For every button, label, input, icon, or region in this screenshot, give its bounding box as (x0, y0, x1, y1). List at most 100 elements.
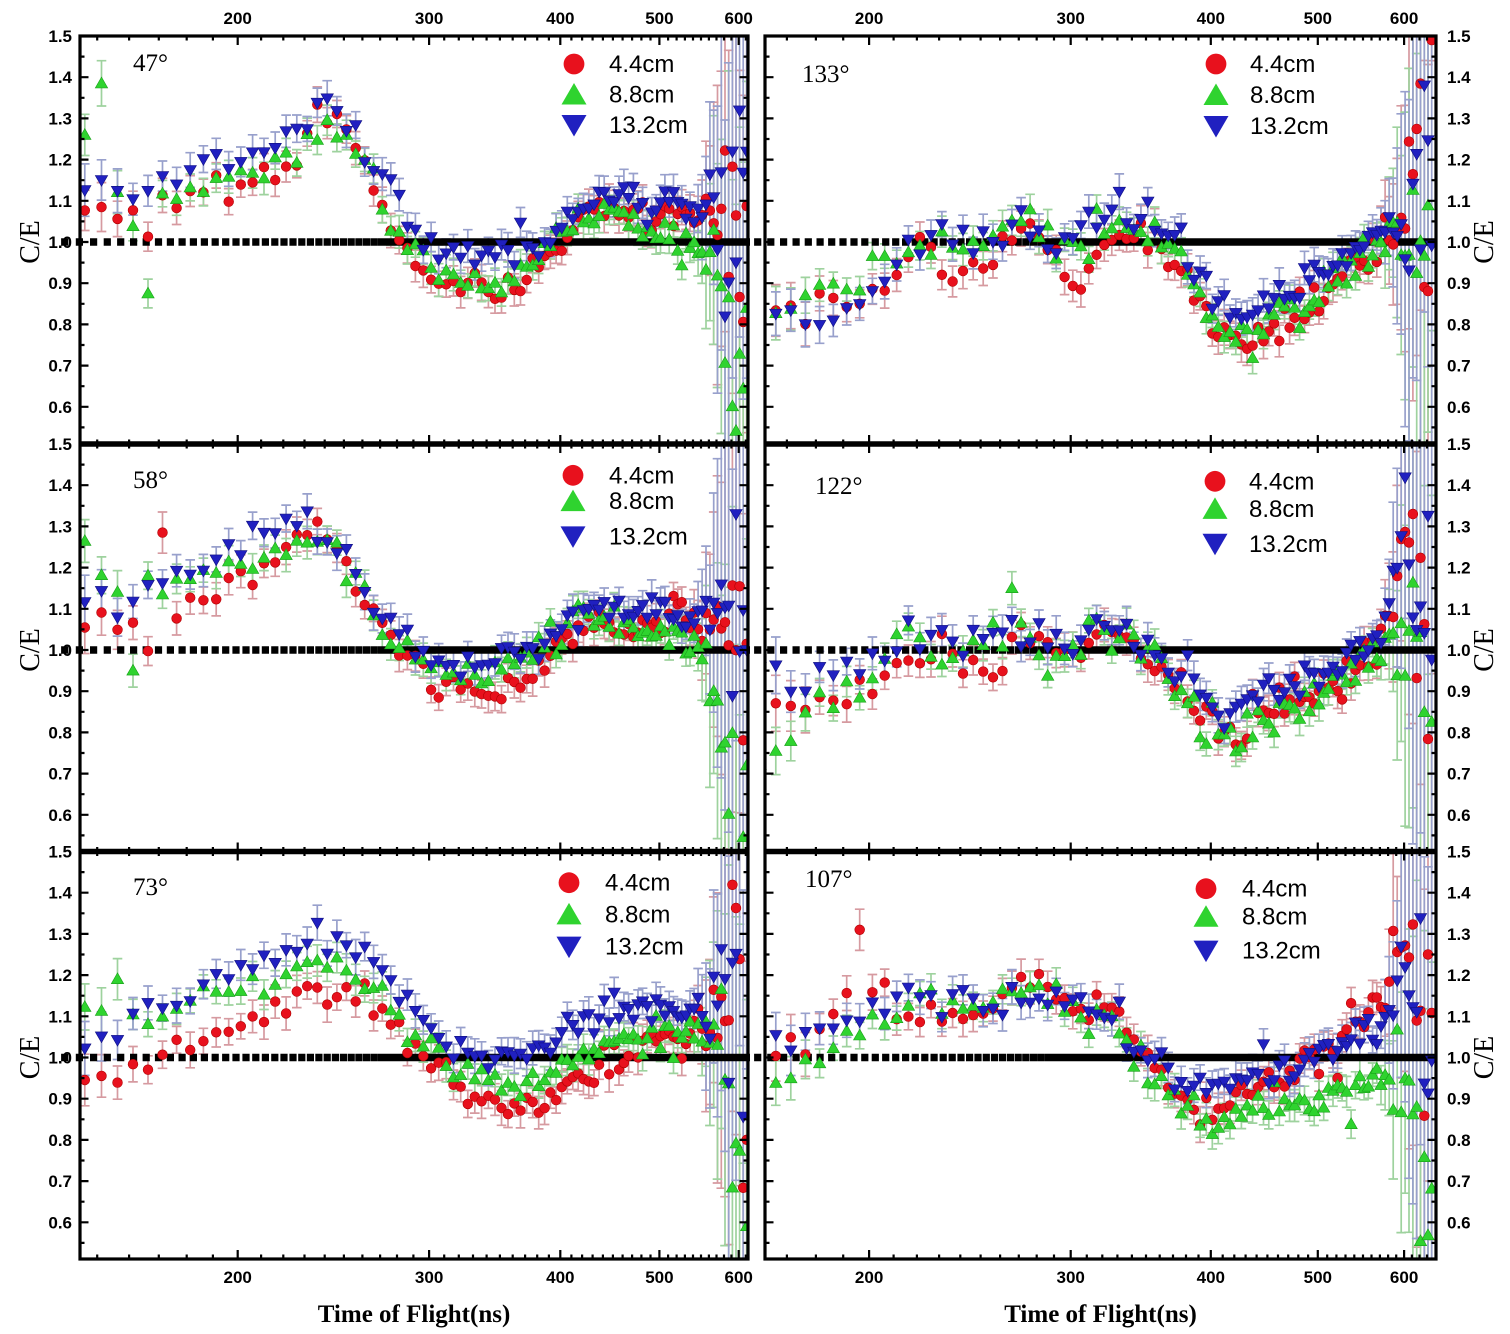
svg-text:0.7: 0.7 (48, 1172, 72, 1191)
svg-text:1.1: 1.1 (48, 192, 72, 211)
svg-text:1.2: 1.2 (1447, 151, 1471, 170)
svg-text:1.1: 1.1 (48, 600, 72, 619)
svg-text:0.7: 0.7 (1447, 765, 1471, 784)
svg-text:0.9: 0.9 (1447, 274, 1471, 293)
svg-text:4.4cm: 4.4cm (1242, 876, 1307, 903)
svg-text:1.0: 1.0 (1447, 233, 1471, 252)
svg-text:133°: 133° (802, 61, 850, 88)
svg-text:1.2: 1.2 (1447, 559, 1471, 578)
svg-text:13.2cm: 13.2cm (1242, 938, 1321, 965)
svg-text:0.9: 0.9 (48, 274, 72, 293)
svg-text:4.4cm: 4.4cm (1250, 51, 1315, 78)
svg-text:0.6: 0.6 (48, 398, 72, 417)
svg-text:13.2cm: 13.2cm (609, 523, 688, 550)
svg-text:400: 400 (1197, 1268, 1225, 1287)
svg-text:Time of Flight(ns): Time of Flight(ns) (318, 1301, 511, 1328)
svg-text:200: 200 (224, 9, 252, 28)
svg-text:1.4: 1.4 (1447, 68, 1471, 87)
svg-text:1.3: 1.3 (1447, 517, 1471, 536)
svg-text:300: 300 (1057, 1268, 1085, 1287)
svg-text:0.8: 0.8 (48, 723, 72, 742)
svg-text:0.8: 0.8 (1447, 1131, 1471, 1150)
svg-text:0.8: 0.8 (1447, 315, 1471, 334)
svg-text:Time of Flight(ns): Time of Flight(ns) (1004, 1301, 1197, 1328)
svg-text:1.0: 1.0 (48, 233, 72, 252)
svg-text:500: 500 (645, 9, 673, 28)
svg-text:13.2cm: 13.2cm (1250, 113, 1329, 140)
svg-text:1.2: 1.2 (48, 559, 72, 578)
svg-text:1.4: 1.4 (48, 476, 72, 495)
svg-text:0.9: 0.9 (1447, 1090, 1471, 1109)
svg-text:0.7: 0.7 (48, 765, 72, 784)
svg-text:8.8cm: 8.8cm (1249, 496, 1314, 523)
svg-text:C/E: C/E (1469, 220, 1500, 264)
svg-text:1.5: 1.5 (1447, 843, 1471, 862)
svg-text:13.2cm: 13.2cm (609, 112, 688, 139)
svg-text:600: 600 (725, 9, 753, 28)
svg-text:1.5: 1.5 (1447, 435, 1471, 454)
svg-text:1.3: 1.3 (48, 925, 72, 944)
svg-text:0.9: 0.9 (48, 1090, 72, 1109)
svg-text:0.6: 0.6 (1447, 806, 1471, 825)
svg-text:600: 600 (1390, 1268, 1418, 1287)
svg-text:300: 300 (1057, 9, 1085, 28)
svg-text:1.4: 1.4 (1447, 884, 1471, 903)
svg-text:73°: 73° (133, 874, 168, 901)
svg-text:400: 400 (546, 9, 574, 28)
svg-text:0.6: 0.6 (48, 1213, 72, 1232)
svg-text:1.0: 1.0 (1447, 1049, 1471, 1068)
svg-text:8.8cm: 8.8cm (609, 82, 674, 109)
svg-text:1.3: 1.3 (48, 517, 72, 536)
svg-text:600: 600 (725, 1268, 753, 1287)
svg-text:200: 200 (855, 9, 883, 28)
svg-text:13.2cm: 13.2cm (605, 934, 684, 961)
svg-text:1.5: 1.5 (48, 843, 72, 862)
svg-text:200: 200 (855, 1268, 883, 1287)
svg-text:1.1: 1.1 (1447, 192, 1471, 211)
svg-text:1.3: 1.3 (1447, 925, 1471, 944)
svg-text:1.0: 1.0 (48, 641, 72, 660)
svg-text:500: 500 (1304, 1268, 1332, 1287)
svg-text:122°: 122° (815, 473, 863, 500)
svg-text:200: 200 (224, 1268, 252, 1287)
svg-text:4.4cm: 4.4cm (1249, 468, 1314, 495)
svg-text:8.8cm: 8.8cm (609, 488, 674, 515)
svg-text:300: 300 (415, 1268, 443, 1287)
svg-text:1.4: 1.4 (1447, 476, 1471, 495)
svg-text:C/E: C/E (1469, 628, 1500, 672)
svg-text:0.7: 0.7 (1447, 357, 1471, 376)
svg-text:4.4cm: 4.4cm (609, 462, 674, 489)
svg-text:C/E: C/E (15, 220, 46, 264)
svg-text:1.4: 1.4 (48, 884, 72, 903)
svg-text:1.3: 1.3 (48, 109, 72, 128)
svg-text:0.6: 0.6 (1447, 1213, 1471, 1232)
svg-text:1.1: 1.1 (1447, 600, 1471, 619)
svg-text:47°: 47° (133, 50, 168, 77)
svg-text:1.5: 1.5 (48, 435, 72, 454)
svg-text:0.7: 0.7 (1447, 1172, 1471, 1191)
svg-text:1.1: 1.1 (48, 1007, 72, 1026)
svg-text:1.0: 1.0 (1447, 641, 1471, 660)
svg-text:0.8: 0.8 (48, 1131, 72, 1150)
svg-text:500: 500 (645, 1268, 673, 1287)
svg-text:400: 400 (1197, 9, 1225, 28)
svg-text:300: 300 (415, 9, 443, 28)
svg-text:600: 600 (1390, 9, 1418, 28)
svg-text:4.4cm: 4.4cm (609, 51, 674, 78)
svg-text:0.6: 0.6 (48, 806, 72, 825)
svg-text:0.7: 0.7 (48, 357, 72, 376)
svg-text:1.2: 1.2 (1447, 966, 1471, 985)
svg-text:13.2cm: 13.2cm (1249, 531, 1328, 558)
svg-text:0.9: 0.9 (48, 682, 72, 701)
svg-text:58°: 58° (133, 467, 168, 494)
svg-text:C/E: C/E (15, 628, 46, 672)
svg-text:0.9: 0.9 (1447, 682, 1471, 701)
svg-text:1.5: 1.5 (1447, 27, 1471, 46)
svg-text:0.6: 0.6 (1447, 398, 1471, 417)
svg-text:8.8cm: 8.8cm (1250, 82, 1315, 109)
svg-text:C/E: C/E (15, 1036, 46, 1080)
svg-text:1.2: 1.2 (48, 151, 72, 170)
svg-text:1.1: 1.1 (1447, 1007, 1471, 1026)
svg-text:0.8: 0.8 (1447, 723, 1471, 742)
svg-text:500: 500 (1304, 9, 1332, 28)
